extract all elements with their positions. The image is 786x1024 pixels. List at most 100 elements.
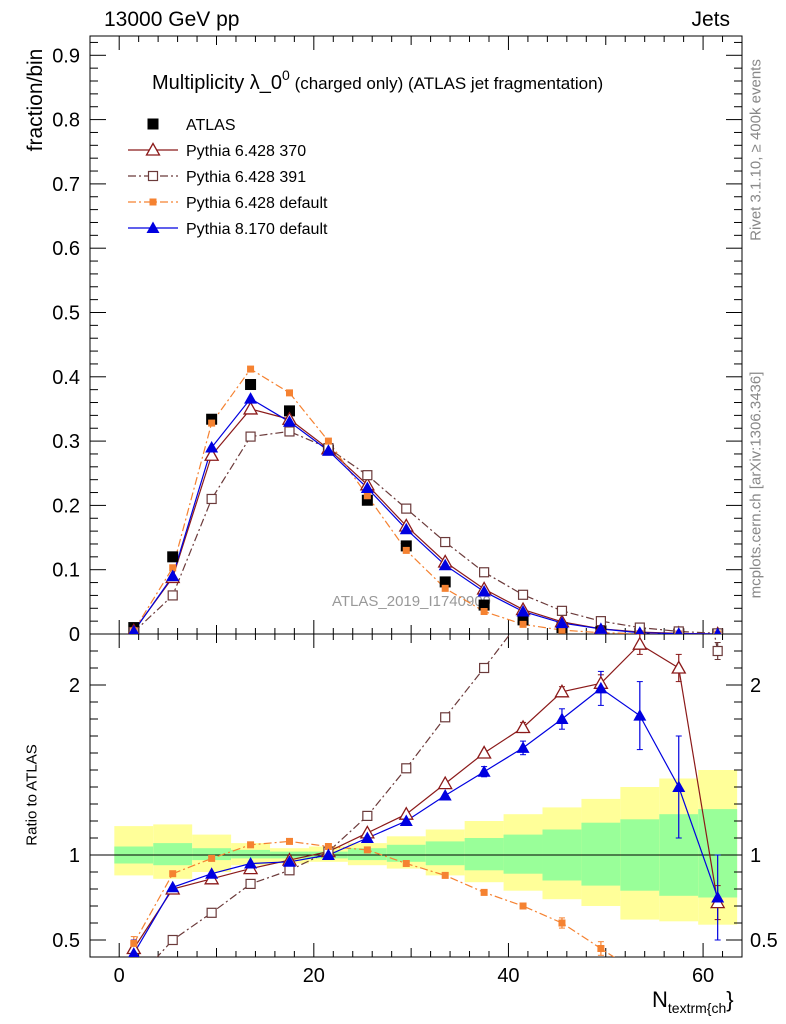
ratio-point-s1-6 bbox=[362, 810, 373, 822]
x-tick-label-40: 40 bbox=[497, 965, 519, 987]
main-point-s2-6 bbox=[362, 470, 373, 481]
x-tick-label-20: 20 bbox=[303, 965, 325, 987]
inner-band-12 bbox=[581, 822, 621, 886]
legend-marker-2 bbox=[147, 170, 159, 182]
ratio-point-s3-15 bbox=[711, 891, 725, 903]
main-point-s3-7 bbox=[402, 546, 410, 554]
y-tick-label-4: 0.4 bbox=[52, 367, 80, 389]
main-point-s4-15 bbox=[713, 627, 722, 634]
main-point-s4-8 bbox=[438, 558, 452, 571]
ratio-point-s1-12 bbox=[596, 511, 605, 520]
ratio-tick-label-left-1: 1 bbox=[69, 845, 80, 867]
ratio-point-s1-9 bbox=[479, 662, 490, 674]
y-tick-label-2: 0.2 bbox=[52, 495, 80, 517]
beam-energy-label: 13000 GeV pp bbox=[104, 8, 240, 31]
ratio-point-s3-5 bbox=[321, 848, 335, 860]
y-tick-label-7: 0.7 bbox=[52, 174, 80, 196]
ratio-point-s3-3 bbox=[244, 857, 258, 869]
ratio-point-s1-14 bbox=[674, 443, 683, 452]
main-point-s2-9 bbox=[479, 567, 490, 578]
x-axis-label: Ntextrm{ch} bbox=[652, 987, 734, 1016]
ratio-tick-label-right-0: 0.5 bbox=[750, 930, 778, 952]
ratio-tick-label-right-2: 2 bbox=[750, 675, 761, 697]
ratio-point-s3-9 bbox=[477, 765, 491, 777]
main-point-s0-8 bbox=[439, 576, 451, 588]
inner-band-3 bbox=[231, 849, 271, 859]
legend-marker-4 bbox=[146, 221, 160, 233]
main-point-s4-4 bbox=[282, 415, 296, 427]
y-tick-label-8: 0.8 bbox=[52, 110, 80, 132]
main-point-s2-10 bbox=[517, 589, 529, 600]
ratio-tick-label-left-2: 2 bbox=[69, 675, 80, 697]
ratio-point-s1-2 bbox=[206, 907, 217, 918]
main-point-s4-11 bbox=[555, 616, 569, 629]
main-point-s0-4 bbox=[283, 405, 295, 417]
main-point-s4-2 bbox=[205, 441, 219, 453]
main-point-s0-3 bbox=[245, 379, 257, 391]
ratio-point-s2-9 bbox=[480, 888, 488, 896]
ratio-point-s2-11 bbox=[558, 919, 566, 927]
ratio-point-s3-12 bbox=[594, 681, 608, 694]
main-point-s1-3 bbox=[242, 401, 259, 415]
main-point-s3-6 bbox=[363, 492, 371, 500]
ratio-line-series-2 bbox=[133, 840, 615, 957]
legend-marker-0 bbox=[147, 118, 159, 130]
ratio-point-s1-11 bbox=[557, 545, 566, 554]
inner-band-8 bbox=[425, 841, 465, 866]
title-superscript: 0 bbox=[282, 67, 290, 83]
main-point-s4-6 bbox=[360, 481, 374, 494]
analysis-type-label: Jets bbox=[691, 8, 730, 31]
x-tick-label-60: 60 bbox=[692, 965, 714, 987]
main-point-s0-10 bbox=[517, 614, 529, 626]
ratio-point-s1-0 bbox=[129, 978, 138, 987]
ratio-point-s2-4 bbox=[285, 837, 293, 845]
main-point-s0-1 bbox=[167, 551, 179, 563]
ratio-tick-label-right-1: 1 bbox=[750, 845, 761, 867]
ratio-point-s0-9 bbox=[476, 745, 492, 759]
legend-label-4: Pythia 8.170 default bbox=[186, 221, 328, 238]
inner-band-2 bbox=[192, 848, 232, 861]
main-point-s3-8 bbox=[441, 584, 449, 592]
ratio-point-s1-4 bbox=[284, 865, 295, 876]
legend-marker-3 bbox=[149, 198, 157, 206]
main-point-s0-6 bbox=[361, 494, 373, 506]
ratio-point-s3-13 bbox=[633, 709, 647, 721]
main-line-series-2 bbox=[133, 430, 718, 634]
ratio-point-s0-8 bbox=[437, 775, 453, 790]
ratio-point-s2-1 bbox=[169, 870, 177, 878]
uncertainty-bands bbox=[114, 770, 738, 925]
main-line-series-3 bbox=[133, 368, 718, 634]
main-point-s3-2 bbox=[208, 419, 216, 427]
legend bbox=[128, 118, 178, 233]
main-point-s4-10 bbox=[516, 604, 530, 617]
ratio-point-s2-8 bbox=[441, 871, 449, 879]
main-point-s2-4 bbox=[284, 426, 295, 437]
ratio-point-s3-4 bbox=[282, 855, 296, 867]
ratio-point-s0-11 bbox=[554, 683, 570, 698]
ratio-point-s2-13 bbox=[636, 971, 643, 978]
ratio-point-s3-2 bbox=[205, 867, 219, 879]
title-subtitle: (charged only) (ATLAS jet fragmentation) bbox=[290, 74, 603, 93]
x-label-end: } bbox=[726, 987, 733, 1012]
main-point-s3-5 bbox=[324, 437, 332, 445]
x-label-main: N bbox=[652, 987, 668, 1012]
ratio-point-s1-7 bbox=[401, 763, 412, 774]
main-series-group bbox=[127, 365, 724, 634]
y-tick-label-1: 0.1 bbox=[52, 560, 80, 582]
ratio-point-s3-14 bbox=[672, 780, 686, 792]
main-point-s4-9 bbox=[477, 585, 491, 597]
main-point-s2-1 bbox=[167, 590, 178, 601]
main-point-s4-5 bbox=[321, 444, 335, 456]
ratio-line-series-3 bbox=[133, 687, 719, 954]
y-tick-label-6: 0.6 bbox=[52, 238, 80, 260]
ratio-line-series-1 bbox=[156, 634, 719, 957]
ratio-point-s2-7 bbox=[402, 860, 410, 867]
main-point-s0-2 bbox=[206, 413, 218, 425]
main-point-s3-9 bbox=[480, 607, 488, 615]
legend-label-3: Pythia 6.428 default bbox=[186, 195, 328, 212]
main-line-series-4 bbox=[133, 397, 718, 634]
main-point-s3-10 bbox=[519, 620, 527, 628]
plot-title: Multiplicity λ_00 (charged only) (ATLAS … bbox=[152, 67, 603, 94]
main-point-s4-0 bbox=[128, 624, 139, 634]
title-main: Multiplicity λ_0 bbox=[152, 72, 282, 94]
